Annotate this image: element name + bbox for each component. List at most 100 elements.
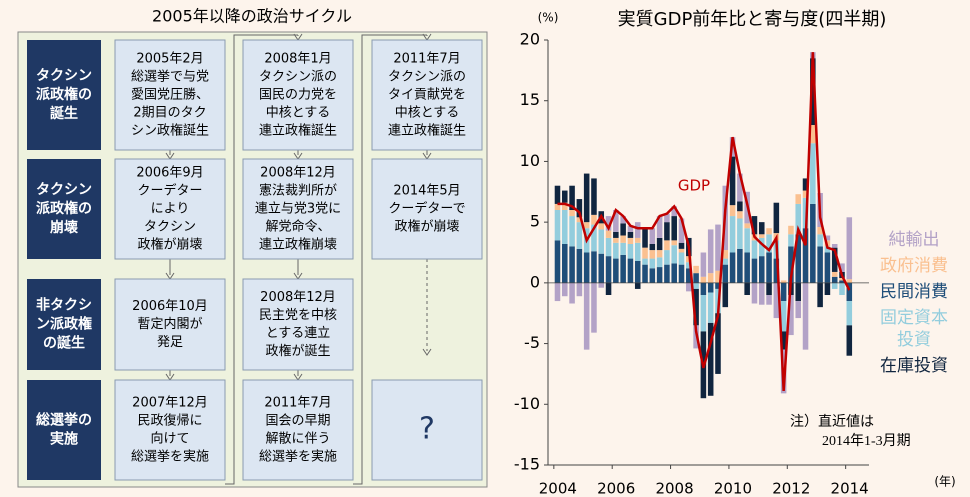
cell-text: タクシン: [144, 220, 196, 235]
bar-segment: [802, 190, 809, 198]
row-header-text: 崩壊: [50, 219, 79, 236]
bar-segment: [780, 301, 787, 332]
bar-segment: [751, 282, 758, 304]
cell: [242, 379, 354, 481]
bar-segment: [744, 228, 750, 253]
bar-segment: [554, 210, 561, 241]
bar-segment: [846, 325, 853, 356]
y-unit: (%): [538, 11, 559, 25]
x-tick-label: 2012: [772, 480, 810, 497]
bar-segment: [554, 185, 561, 204]
row-header-text: 実施: [50, 431, 78, 448]
bar-segment: [824, 252, 831, 283]
bar-segment: [700, 295, 707, 332]
bar-segment: [737, 218, 743, 249]
cell-text: 連立政権崩壊: [259, 237, 337, 253]
cell-text: 2008年12月: [260, 166, 336, 181]
cell-text: 解散に伴う: [265, 432, 330, 447]
bar-segment: [598, 223, 605, 230]
bar-segment: [722, 250, 729, 259]
bar-segment: [642, 258, 648, 265]
y-tick-label: 5: [530, 212, 540, 231]
y-tick-label: 20: [520, 30, 540, 49]
bar-segment: [605, 282, 612, 295]
bar-segment: [671, 240, 677, 246]
cell-text: タクシン派の: [388, 70, 466, 85]
bar-segment: [554, 203, 561, 210]
bar-segment: [605, 256, 612, 283]
bar-segment: [686, 268, 692, 283]
row-header-text: 非タクシ: [36, 297, 92, 314]
bar-segment: [758, 234, 765, 238]
cell-text: 民主党を中核: [259, 308, 337, 323]
bar-segment: [569, 282, 575, 304]
bar-segment: [802, 282, 809, 350]
x-tick-label: 2006: [597, 480, 635, 497]
y-tick-label: -10: [514, 394, 540, 413]
cell-text: 2005年2月: [136, 52, 203, 67]
cell-text: タクシン派の: [259, 70, 337, 85]
row-header-text: 派政権の: [36, 200, 92, 217]
bar-segment: [846, 217, 853, 280]
bar-segment: [766, 282, 772, 295]
bar-segment: [562, 202, 568, 210]
bar-segment: [810, 143, 816, 204]
bar-segment: [817, 234, 823, 247]
bar-segment: [780, 280, 787, 283]
cell-text: 国会の早期: [265, 414, 330, 429]
bar-segment: [642, 247, 648, 259]
cell: [242, 278, 354, 371]
cell-text: 政権が崩壊: [394, 219, 459, 235]
bar-segment: [831, 276, 838, 283]
bar-segment: [707, 292, 714, 323]
bar-segment: [613, 242, 619, 259]
bar-segment: [824, 235, 831, 241]
bar-segment: [649, 228, 656, 244]
cell-text: 総選挙を実施: [131, 449, 209, 465]
cell-text: 中核とする: [395, 106, 460, 121]
cell-text: 2011年7月: [393, 52, 460, 67]
legend-entry: 純輸出: [888, 230, 940, 250]
cell-text: 連立与党3党に: [255, 202, 341, 217]
bar-segment: [678, 248, 685, 253]
bar-segment: [656, 237, 663, 251]
cell-text: クーデターで: [388, 201, 465, 217]
bar-segment: [715, 270, 721, 283]
bar-segment: [634, 237, 641, 243]
bar-segment: [620, 216, 626, 224]
bar-segment: [598, 253, 605, 283]
bar-segment: [839, 282, 845, 295]
bar-segment: [671, 206, 677, 217]
bar-segment: [810, 125, 816, 144]
bar-segment: [707, 229, 714, 274]
bar-segment: [722, 258, 729, 265]
bar-segment: [758, 282, 765, 305]
bar-segment: [810, 58, 816, 125]
bar-segment: [810, 203, 816, 283]
y-tick-label: -5: [524, 333, 540, 352]
bar-segment: [715, 282, 721, 289]
cell-text: 民政復帰に: [137, 413, 202, 429]
bar-segment: [671, 216, 677, 241]
cell-text: 国民の力党を: [259, 88, 337, 103]
bar-segment: [700, 282, 707, 295]
cell: [371, 39, 483, 151]
bar-segment: [649, 258, 656, 269]
bar-segment: [576, 199, 583, 218]
cell-text: タイ貢献党を: [388, 88, 466, 103]
cell: [242, 39, 354, 151]
x-tick-label: 2010: [714, 480, 752, 497]
cell-text: 連立政権誕生: [388, 123, 466, 139]
bar-segment: [642, 229, 648, 248]
bar-segment: [737, 248, 743, 283]
bar-segment: [664, 222, 670, 241]
row-header: [27, 40, 101, 150]
legend-entry: 固定資本投資: [880, 308, 948, 350]
cell-text: 2006年10月: [132, 299, 208, 314]
row-header: [27, 159, 101, 259]
bar-segment: [605, 216, 612, 231]
x-unit: (年): [934, 475, 955, 489]
bar-segment: [773, 202, 780, 234]
chart-title: 実質GDP前年比と寄与度(四半期): [618, 9, 887, 30]
cell-text: により: [151, 202, 190, 217]
